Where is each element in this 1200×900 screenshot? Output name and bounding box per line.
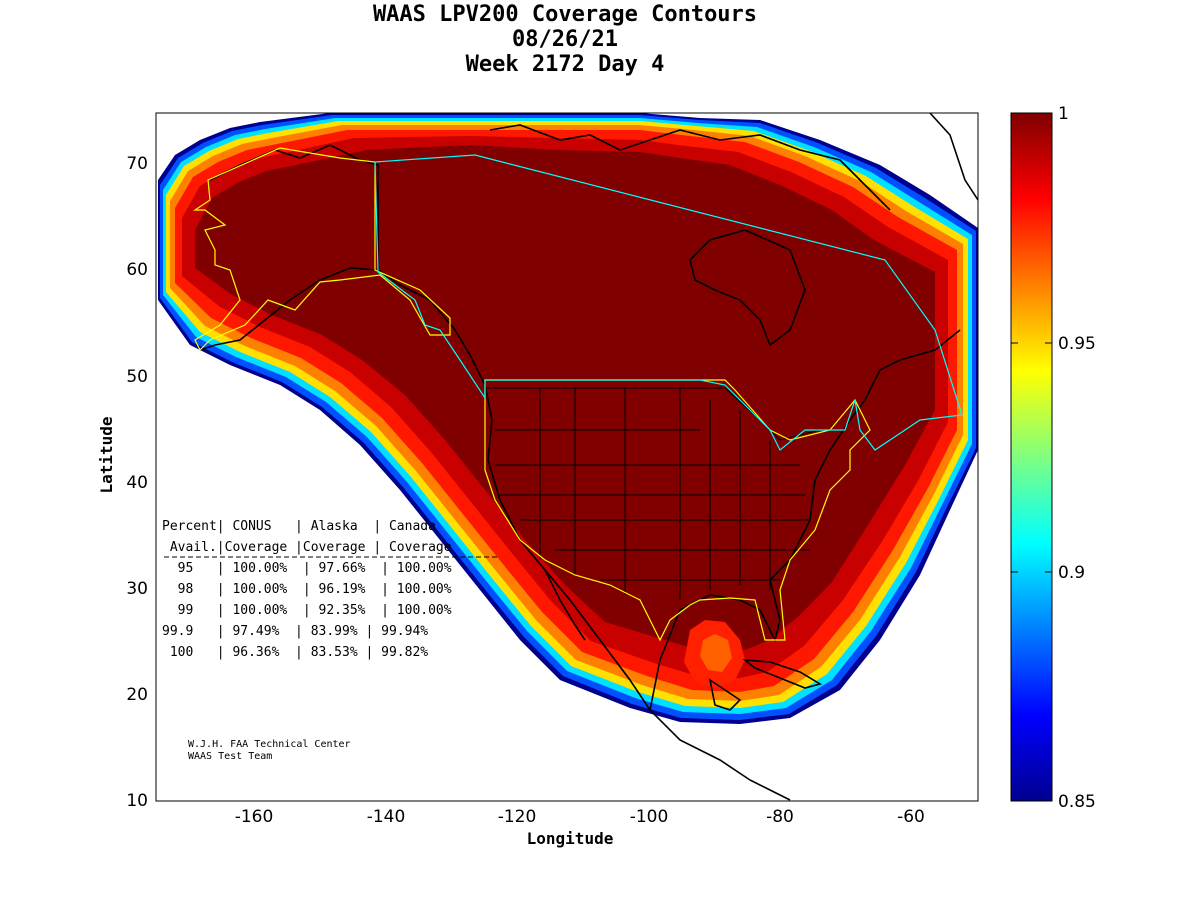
coastline-central-america	[749, 779, 791, 801]
y-tick-label: 20	[126, 685, 148, 705]
stats-row: 99.9 | 97.49% | 83.99% | 99.94%	[162, 624, 428, 639]
y-tick-label: 30	[126, 579, 148, 599]
state-grid-lines	[495, 388, 810, 600]
stats-row: 95 | 100.00% | 97.66% | 100.00%	[162, 561, 452, 576]
coastline-cuba	[742, 658, 823, 689]
stats-row: 98 | 100.00% | 96.19% | 100.00%	[162, 582, 452, 597]
y-axis-label: Latitude	[97, 416, 116, 493]
coastline-west-coast	[484, 384, 751, 781]
x-tick-label: -60	[897, 807, 925, 827]
coastline-hudson-bay	[689, 229, 806, 347]
colorbar-tick-label: 1	[1058, 104, 1069, 124]
y-tick-label: 40	[126, 473, 148, 493]
coastline-yucatan	[708, 678, 742, 711]
x-tick-label: -160	[235, 807, 274, 827]
x-tick-label: -80	[766, 807, 794, 827]
x-axis-label: Longitude	[527, 829, 614, 848]
stats-header-2: Avail.|Coverage |Coverage | Coverage	[162, 540, 452, 555]
coastline-greenland	[929, 113, 978, 201]
plot-frame	[155, 112, 979, 802]
conus-service-volume	[484, 379, 871, 642]
y-tick-label: 70	[126, 154, 148, 174]
canada-service-volume	[374, 154, 963, 451]
coastline-arctic-islands	[489, 124, 891, 211]
colorbar-gradient	[1010, 112, 1053, 802]
coastline-alaska-south	[199, 267, 379, 351]
colorbar: 0.85 0.9 0.95 1	[1010, 104, 1096, 812]
x-tick-label: -140	[367, 807, 406, 827]
x-axis: -160 -140 -120 -100 -80 -60	[235, 807, 925, 827]
y-tick-label: 60	[126, 260, 148, 280]
coverage-stats-table: Percent| CONUS | Alaska | Canada Avail.|…	[162, 519, 500, 660]
map-title-line-1: WAAS LPV200 Coverage Contours	[372, 2, 758, 27]
y-tick-label: 50	[126, 367, 148, 387]
contour-gulf-pocket-core	[700, 634, 732, 672]
y-tick-label: 10	[126, 791, 148, 811]
service-volume-outlines	[193, 147, 963, 642]
colorbar-tick-label: 0.9	[1058, 563, 1085, 583]
stats-row: 99 | 100.00% | 92.35% | 100.00%	[162, 603, 452, 618]
colorbar-tick-label: 0.85	[1058, 792, 1096, 812]
map-title-line-3: Week 2172 Day 4	[465, 52, 665, 77]
credit-line-1: W.J.H. FAA Technical Center	[188, 739, 351, 750]
x-tick-label: -100	[630, 807, 669, 827]
stats-row: 100 | 96.36% | 83.53% | 99.82%	[162, 645, 428, 660]
colorbar-tick-label: 0.95	[1058, 334, 1096, 354]
map-title-line-2: 08/26/21	[512, 27, 618, 52]
x-tick-label: -120	[498, 807, 537, 827]
alaska-service-volume	[193, 147, 451, 352]
stats-header-1: Percent| CONUS | Alaska | Canada	[162, 519, 436, 534]
credit-line-2: WAAS Test Team	[188, 751, 272, 762]
y-axis: 10 20 30 40 50 60 70	[126, 154, 148, 811]
coastline-baja	[544, 569, 586, 641]
